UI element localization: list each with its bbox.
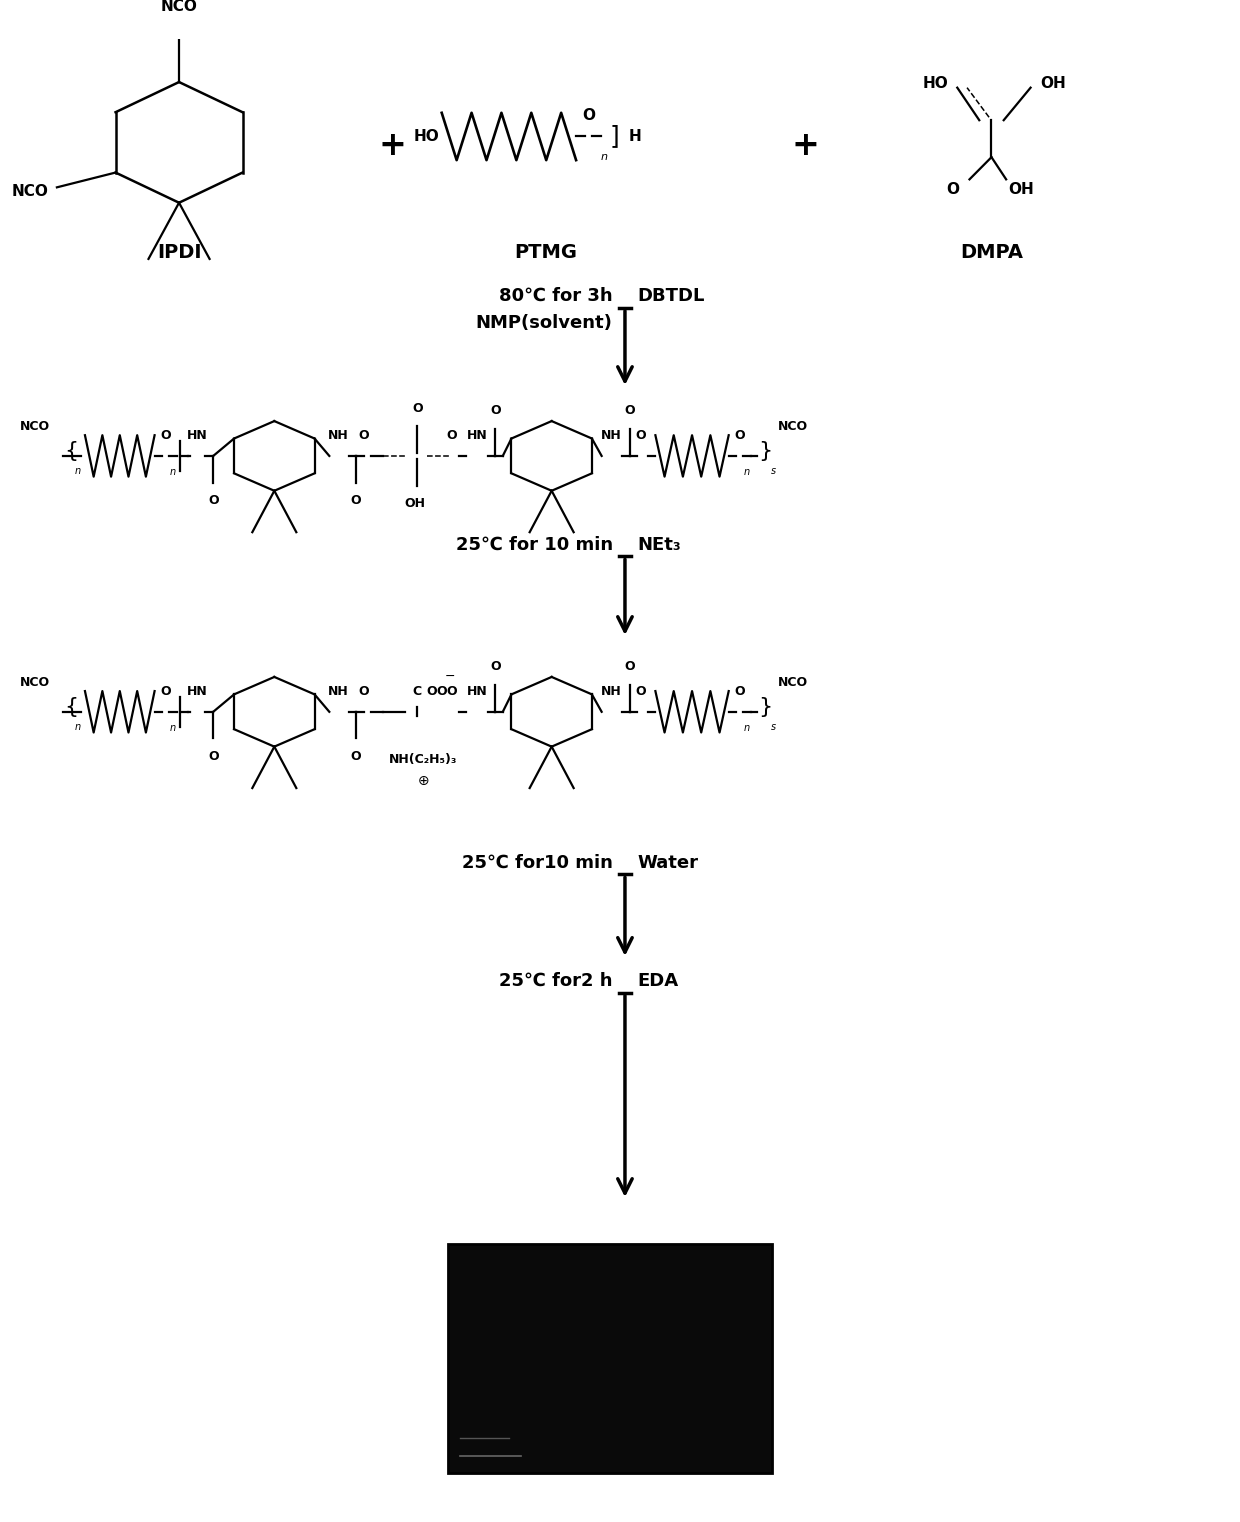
Text: NH(C₂H₅)₃: NH(C₂H₅)₃ — [389, 753, 458, 766]
Text: NCO: NCO — [777, 676, 807, 689]
Text: OH: OH — [1008, 183, 1034, 198]
Text: DBTDL: DBTDL — [637, 288, 704, 306]
Text: NCO: NCO — [11, 184, 48, 199]
Text: −: − — [445, 670, 455, 683]
Text: O: O — [490, 405, 501, 417]
Text: +: + — [792, 129, 820, 161]
Text: O: O — [208, 750, 218, 763]
Text: O: O — [351, 750, 362, 763]
Text: DMPA: DMPA — [960, 244, 1023, 262]
Text: ]: ] — [609, 125, 619, 149]
Text: O: O — [446, 429, 456, 441]
Text: O: O — [358, 429, 368, 441]
Text: HN: HN — [466, 685, 487, 697]
Text: ⊕: ⊕ — [418, 773, 429, 788]
Text: OH: OH — [1040, 76, 1066, 91]
Text: O: O — [358, 685, 368, 697]
Text: 25℃ for 10 min: 25℃ for 10 min — [455, 536, 613, 554]
Text: s: s — [771, 466, 776, 476]
Text: HN: HN — [187, 429, 208, 441]
Text: PTMG: PTMG — [515, 244, 577, 262]
Text: Water: Water — [637, 854, 698, 872]
Text: HO: HO — [413, 129, 439, 145]
Text: O: O — [446, 685, 456, 697]
Text: n: n — [74, 721, 81, 732]
Text: 25℃ for2 h: 25℃ for2 h — [500, 973, 613, 989]
Text: HN: HN — [466, 429, 487, 441]
Text: NH: NH — [327, 429, 348, 441]
Text: HN: HN — [187, 685, 208, 697]
Text: O: O — [160, 685, 171, 697]
Text: {: { — [64, 441, 78, 461]
Text: O: O — [351, 495, 362, 507]
Text: H: H — [629, 129, 641, 145]
Text: 25℃ for10 min: 25℃ for10 min — [461, 854, 613, 872]
Text: s: s — [771, 721, 776, 732]
Bar — [448, 1243, 771, 1473]
Text: IPDI: IPDI — [156, 244, 201, 262]
Text: OH: OH — [404, 498, 425, 510]
Text: O: O — [490, 661, 501, 673]
Text: O: O — [734, 685, 745, 697]
Text: n: n — [744, 723, 750, 734]
Text: O: O — [427, 685, 438, 697]
Text: O: O — [625, 405, 635, 417]
Text: NH: NH — [327, 685, 348, 697]
Text: }: } — [759, 441, 773, 461]
Text: O: O — [734, 429, 745, 441]
Text: O: O — [412, 402, 423, 414]
Text: }: } — [759, 697, 773, 717]
Text: NH: NH — [601, 685, 621, 697]
Text: O: O — [436, 685, 446, 697]
Text: O: O — [946, 183, 960, 198]
Text: +: + — [379, 129, 407, 161]
Text: n: n — [74, 466, 81, 476]
Text: O: O — [160, 429, 171, 441]
Text: {: { — [64, 697, 78, 717]
Text: 80℃ for 3h: 80℃ for 3h — [500, 288, 613, 306]
Text: NH: NH — [601, 429, 621, 441]
Text: NCO: NCO — [20, 420, 51, 432]
Text: O: O — [635, 685, 646, 697]
Text: C: C — [413, 685, 422, 697]
Text: NCO: NCO — [777, 420, 807, 432]
Text: n: n — [744, 467, 750, 478]
Text: NEt₃: NEt₃ — [637, 536, 681, 554]
Text: EDA: EDA — [637, 973, 678, 989]
Text: NCO: NCO — [161, 0, 197, 14]
Text: HO: HO — [923, 76, 949, 91]
Text: O: O — [635, 429, 646, 441]
Text: O: O — [625, 661, 635, 673]
Text: NCO: NCO — [20, 676, 51, 689]
Text: O: O — [582, 108, 595, 123]
Text: O: O — [208, 495, 218, 507]
Text: n: n — [170, 467, 176, 478]
Text: n: n — [170, 723, 176, 734]
Text: NMP(solvent): NMP(solvent) — [476, 314, 613, 332]
Text: n: n — [600, 152, 608, 163]
